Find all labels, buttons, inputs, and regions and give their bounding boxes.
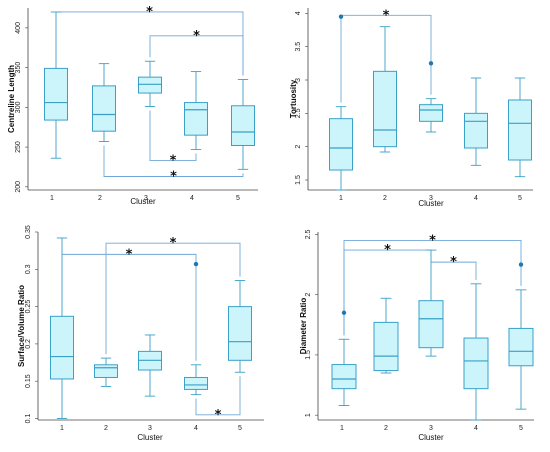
panel-1-xtick-label: 5: [236, 195, 240, 202]
panel-2-significance-bracket: [340, 14, 432, 103]
panel-3-ytick-label: 0.25: [25, 300, 32, 314]
panel-3-ytick-label: 0.15: [25, 374, 32, 388]
panel-3-ytick-label: 0.35: [25, 225, 32, 239]
panel-1-significance-bracket: [149, 110, 197, 162]
panel-2-box-cluster-3: [419, 104, 443, 122]
panel-4-ytick-label: 2: [305, 293, 312, 297]
panel-1-xtick-label: 2: [98, 195, 102, 202]
panel-3-outlier-point: [193, 261, 199, 267]
panel-3-box-cluster-5: [228, 306, 252, 361]
panel-2-x-axis-title: Cluster: [418, 199, 444, 208]
panel-2-xtick-label: 3: [429, 195, 433, 202]
panel-4-y-axis-title: Diameter Ratio: [299, 298, 308, 355]
panel-4-x-axis-title: Cluster: [418, 433, 444, 442]
panel-3-ytick-label: 0.1: [25, 414, 32, 424]
panel-2-significance-star: *: [383, 8, 390, 23]
panel-2-ytick-label: 2.5: [295, 108, 302, 118]
panel-1-box-cluster-1: [44, 67, 68, 121]
panel-1-box-cluster-2: [92, 85, 116, 132]
panel-4-outlier-point: [341, 310, 347, 315]
panel-2-xtick-label: 2: [383, 195, 387, 202]
panel-3-significance-star: *: [126, 247, 133, 262]
panel-4-box-cluster-1: [331, 364, 357, 390]
panel-3-ytick-label: 0.2: [25, 339, 32, 349]
panel-3-significance-bracket: [62, 253, 197, 361]
panel-1-significance-star: *: [170, 154, 177, 169]
panel-1-box-cluster-5: [231, 105, 255, 146]
panel-3-x-axis-title: Cluster: [137, 433, 163, 442]
panel-1-significance-bracket: [149, 35, 244, 76]
panel-2-ytick-label: 4: [295, 11, 302, 15]
panel-1-box-cluster-4: [184, 102, 208, 136]
panel-4-xtick-label: 5: [519, 425, 523, 432]
panel-3-box-cluster-2: [94, 364, 118, 378]
panel-1-xtick-label: 3: [144, 195, 148, 202]
panel-4-xtick-label: 2: [384, 425, 388, 432]
panel-4-ytick-label: 1.5: [305, 350, 312, 360]
panel-3-box-cluster-1: [50, 315, 74, 380]
panel-4-xtick-label: 3: [429, 425, 433, 432]
panel-3-xtick-label: 3: [148, 425, 152, 432]
panel-4-box-cluster-5: [508, 327, 534, 367]
panel-2-box-cluster-5: [508, 99, 532, 161]
panel-4-significance-star: *: [450, 255, 457, 270]
panel-1-ytick-label: 250: [15, 141, 22, 153]
panel-2-outlier-point: [428, 61, 434, 66]
panel-2-xtick-label: 1: [339, 195, 343, 202]
panel-2-xtick-label: 5: [518, 195, 522, 202]
panel-1-xtick-label: 1: [50, 195, 54, 202]
panel-2-y-axis-title: Tortuosity: [289, 79, 298, 118]
panel-1-significance-star: *: [146, 5, 153, 20]
panel-2-outlier-point: [338, 14, 344, 19]
panel-2-ytick-label: 3: [295, 78, 302, 82]
panel-2-ytick-label: 1.5: [295, 175, 302, 185]
panel-1-significance-star: *: [170, 169, 177, 184]
panel-4-outlier-point: [518, 262, 524, 267]
panel-3-xtick-label: 1: [60, 425, 64, 432]
panel-3-ytick-label: 0.3: [25, 264, 32, 274]
panel-4-box-cluster-4: [463, 337, 489, 390]
panel-1-y-axis-title: Centreline Length: [7, 65, 16, 133]
panel-1-xtick-label: 4: [190, 195, 194, 202]
panel-4-significance-bracket: [431, 261, 477, 280]
panel-1-significance-bracket: [56, 11, 244, 76]
panel-4-xtick-label: 4: [474, 425, 478, 432]
panel-1-significance-bracket: [103, 145, 244, 177]
panel-1-box-cluster-3: [138, 76, 162, 94]
panel-2-box-cluster-1: [329, 118, 353, 171]
panel-1-ytick-label: 400: [15, 22, 22, 34]
panel-1-ytick-label: 200: [15, 181, 22, 193]
panel-1-x-axis-title: Cluster: [130, 197, 156, 206]
panel-4-ytick-label: 1: [305, 413, 312, 417]
panel-4-box-cluster-3: [418, 300, 444, 349]
panel-2-box-cluster-2: [373, 70, 397, 148]
panel-2-ytick-label: 3.5: [295, 42, 302, 52]
panel-1-ytick-label: 350: [15, 62, 22, 74]
panel-3-xtick-label: 5: [238, 425, 242, 432]
panel-1-ytick-label: 300: [15, 101, 22, 113]
panel-2-xtick-label: 4: [474, 195, 478, 202]
panel-3-significance-star: *: [215, 408, 222, 423]
panel-3-significance-bracket: [195, 376, 241, 416]
panel-2-box-cluster-4: [464, 112, 488, 149]
panel-4-ytick-label: 2.5: [305, 229, 312, 239]
panel-4-significance-star: *: [429, 233, 436, 248]
panel-3-y-axis-title: Surface/Volume Ratio: [17, 285, 26, 367]
panel-3-box-cluster-4: [184, 376, 208, 390]
panel-4-box-cluster-2: [373, 321, 399, 372]
panel-3-significance-bracket: [105, 242, 241, 355]
panel-1-significance-star: *: [193, 29, 200, 44]
panel-4-significance-star: *: [384, 243, 391, 258]
panel-3-xtick-label: 4: [194, 425, 198, 432]
panel-4-xtick-label: 1: [340, 425, 344, 432]
panel-3-significance-star: *: [170, 236, 177, 251]
panel-2-ytick-label: 2: [295, 145, 302, 149]
panel-3-xtick-label: 2: [104, 425, 108, 432]
